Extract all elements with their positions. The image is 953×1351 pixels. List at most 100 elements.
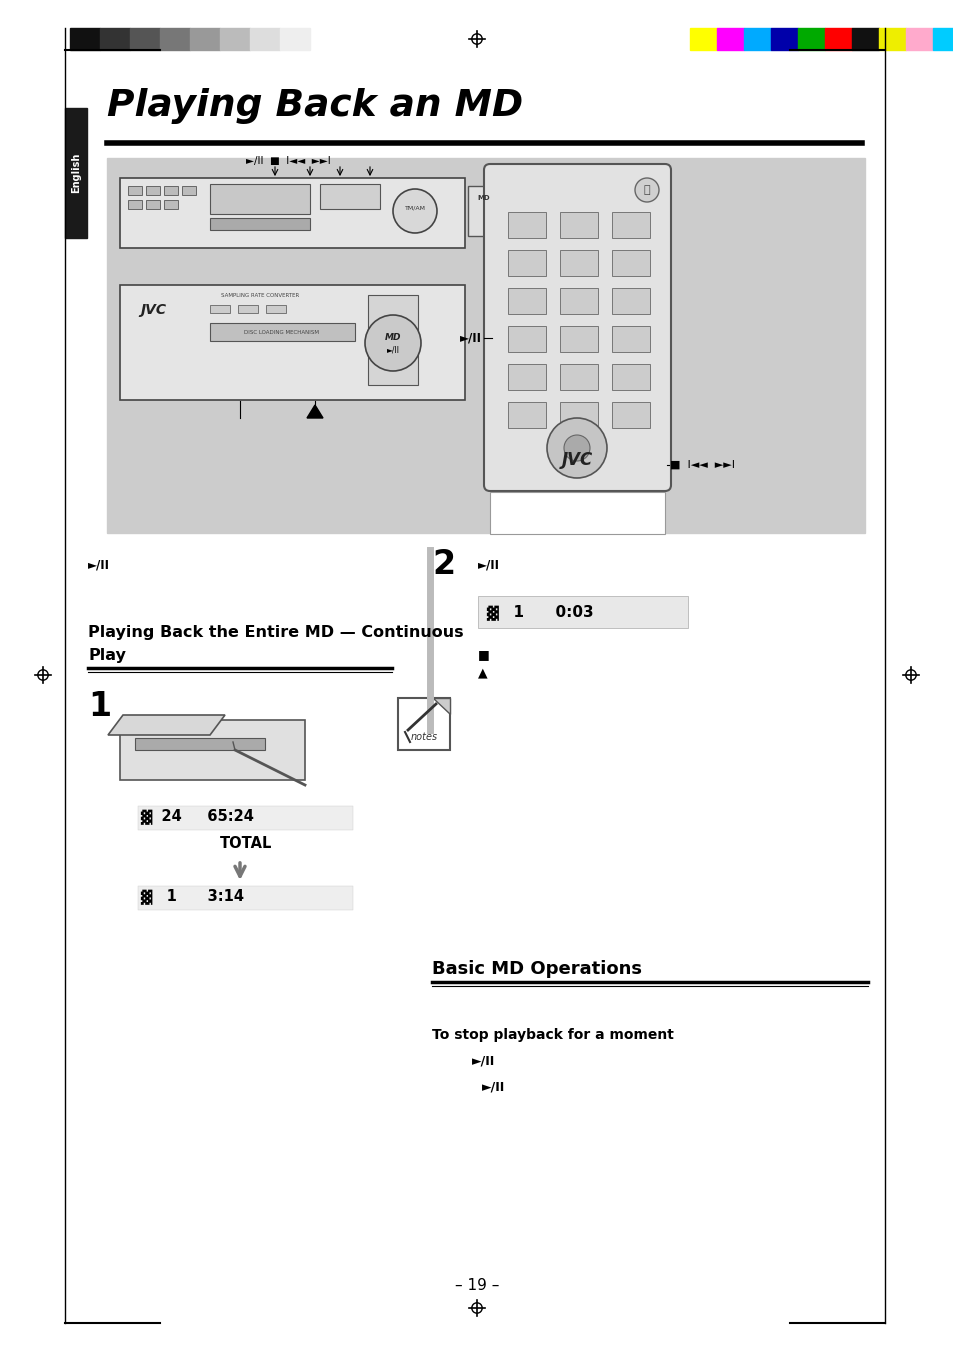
Bar [743,28,770,50]
Bar [559,326,598,353]
Bar [477,596,687,628]
Text: ▓  24     65:24: ▓ 24 65:24 [140,808,253,824]
Bar [138,886,353,911]
Bar [146,200,160,209]
Text: Play: Play [88,648,126,663]
Text: Playing Back the Entire MD — Continuous: Playing Back the Entire MD — Continuous [88,626,463,640]
Bar [107,158,864,534]
Bar [490,492,664,534]
Text: JVC: JVC [140,303,166,317]
Bar [559,288,598,313]
Text: 1: 1 [88,690,111,723]
Bar [210,323,355,340]
Bar [559,403,598,428]
Bar [878,28,905,50]
Bar [135,738,265,750]
Text: 2: 2 [432,549,455,581]
Bar [559,212,598,238]
Bar [128,186,142,195]
Bar [507,250,545,276]
Bar [507,403,545,428]
Bar [612,212,649,238]
Bar [507,288,545,313]
Bar [319,184,379,209]
Bar [689,28,717,50]
Circle shape [546,417,606,478]
Text: ■  I◄◄  ►►I: ■ I◄◄ ►►I [669,459,734,470]
Bar [368,295,417,385]
Bar [612,326,649,353]
Bar [65,108,87,238]
Bar [146,186,160,195]
Bar [507,326,545,353]
Text: ⏻: ⏻ [643,185,650,195]
Circle shape [563,435,589,461]
Bar [164,200,178,209]
Text: ►/II: ►/II [459,331,481,345]
Text: ►/II: ►/II [386,346,399,354]
Text: ▓   1      0:03: ▓ 1 0:03 [485,604,593,620]
Circle shape [365,315,420,372]
Text: ■: ■ [477,648,489,661]
Bar [770,28,797,50]
FancyBboxPatch shape [483,163,670,490]
Bar [612,288,649,313]
Bar [266,305,286,313]
Bar [905,28,932,50]
Text: ►/II  ■  I◄◄  ►►I: ►/II ■ I◄◄ ►►I [245,155,330,166]
Polygon shape [120,720,305,780]
Polygon shape [307,405,323,417]
Bar [824,28,851,50]
Text: ►/II: ►/II [481,1079,505,1093]
Bar [210,305,230,313]
Text: JVC: JVC [560,451,592,469]
Text: – 19 –: – 19 – [455,1278,498,1293]
Bar [210,218,310,230]
Bar [612,250,649,276]
Bar [717,28,743,50]
Text: ►/II: ►/II [472,1054,495,1067]
Bar [468,186,499,236]
Text: TM/AM: TM/AM [404,205,425,211]
Bar [138,807,353,830]
Text: Basic MD Operations: Basic MD Operations [432,961,641,978]
Bar [507,212,545,238]
Bar [612,363,649,390]
Bar [210,184,310,213]
Circle shape [393,189,436,232]
Bar [70,28,100,50]
Text: TOTAL: TOTAL [220,836,273,851]
Bar [100,28,130,50]
Bar [128,200,142,209]
Bar [280,28,310,50]
Bar [932,28,953,50]
Bar [160,28,190,50]
Bar [182,186,195,195]
Polygon shape [108,715,225,735]
Text: DISC LOADING MECHANISM: DISC LOADING MECHANISM [244,330,319,335]
Bar [851,28,878,50]
Text: ►/II: ►/II [477,558,499,571]
Bar [164,186,178,195]
Bar [190,28,220,50]
Text: To stop playback for a moment: To stop playback for a moment [432,1028,673,1042]
Text: English: English [71,153,81,193]
Bar [397,698,450,750]
Text: ►/II: ►/II [88,558,110,571]
Bar [220,28,250,50]
Text: notes: notes [410,732,437,742]
Text: ▓   1      3:14: ▓ 1 3:14 [140,888,244,904]
Text: ▲: ▲ [477,666,487,680]
Polygon shape [433,698,450,713]
Text: SAMPLING RATE CONVERTER: SAMPLING RATE CONVERTER [221,293,299,299]
Text: MD: MD [477,195,490,201]
Bar [250,28,280,50]
Bar [612,403,649,428]
Bar [237,305,257,313]
Circle shape [635,178,659,203]
Bar [120,285,464,400]
Bar [797,28,824,50]
Bar [507,363,545,390]
Text: Playing Back an MD: Playing Back an MD [107,88,522,124]
Text: MD: MD [384,332,401,342]
